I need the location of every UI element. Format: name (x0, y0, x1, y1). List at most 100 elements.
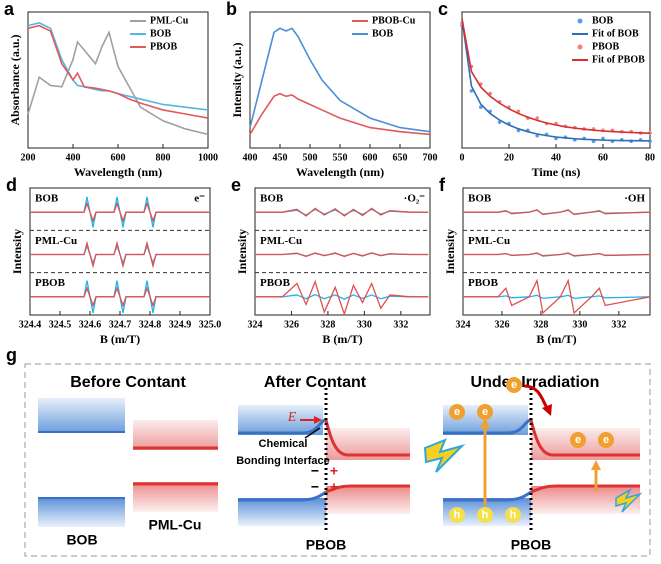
y-axis-title: Absorbance (a.u.) (8, 34, 22, 125)
x-tick-label: 326 (494, 319, 509, 330)
panel-label: b (226, 0, 237, 19)
y-axis-title: Intensity (10, 229, 24, 274)
field-label: E (287, 410, 297, 425)
x-tick-label: 60 (598, 152, 608, 163)
electron (449, 404, 465, 420)
x-tick-label: 330 (572, 319, 587, 330)
y-axis-title: Intensity (443, 229, 457, 274)
electron-label: e (575, 434, 581, 446)
spectrum (255, 293, 429, 300)
x-tick-label: 326 (284, 319, 299, 330)
arrow-head (480, 418, 490, 428)
trace-label: BOB (35, 193, 59, 205)
light-bolt (615, 488, 643, 513)
chart: c 0 20 40 60 80 Time (ns) BOB Fit of BOB PBOB Fit … (438, 0, 655, 179)
spectrum (463, 278, 651, 315)
electron (477, 404, 493, 420)
electron-label: e (603, 434, 609, 446)
charge: + (330, 479, 338, 495)
interface-label: Chemical (259, 438, 308, 450)
y-axis-title: Intensity (235, 229, 249, 274)
hole-label: h (510, 509, 517, 521)
x-tick-label: 40 (551, 152, 561, 163)
x-axis-title: Time (ns) (532, 165, 581, 179)
legend-label: BOB (592, 15, 613, 26)
x-tick-label: 328 (320, 319, 335, 330)
spectrum (30, 201, 210, 223)
series-line (249, 27, 431, 133)
series-line (249, 92, 431, 136)
panel-label: a (4, 0, 15, 19)
spectrum (463, 294, 651, 300)
band (326, 486, 410, 514)
band-edge (530, 484, 640, 494)
x-tick-label: 80 (645, 152, 655, 163)
x-tick-label: 324.7 (109, 319, 132, 330)
x-tick-label: 200 (21, 152, 36, 163)
point (479, 105, 483, 109)
x-tick-label: 600 (363, 152, 378, 163)
hole (449, 507, 465, 523)
x-tick-label: 600 (111, 152, 126, 163)
band (133, 420, 218, 450)
interface-label: Bonding Interface (236, 455, 330, 467)
x-tick-label: 324.4 (19, 319, 42, 330)
x-tick-label: 700 (423, 152, 438, 163)
series-line (27, 30, 209, 136)
arrow-head (542, 404, 552, 416)
light-bolt (423, 438, 466, 473)
section-title: Before Contant (70, 374, 186, 391)
arrow-head (591, 460, 601, 470)
legend-label: PBOB-Cu (372, 15, 416, 26)
legend-label: Fit of PBOB (592, 54, 645, 65)
series-line (27, 22, 209, 111)
panel-label: e (231, 175, 241, 195)
annotation: ·O₂⁻ (404, 193, 426, 205)
point (469, 89, 474, 93)
series-line (461, 18, 650, 142)
trace-label: BOB (260, 193, 284, 205)
x-axis-title: B (m/T) (536, 332, 576, 346)
spectrum (255, 252, 429, 258)
electron (570, 432, 586, 448)
trace-label: PBOB (468, 277, 499, 289)
x-tick-label: 324.6 (79, 319, 102, 330)
material-label: PML-Cu (149, 517, 202, 533)
trace-label: PML-Cu (260, 235, 302, 247)
band-edge (238, 490, 327, 502)
x-tick-label: 324.9 (169, 319, 192, 330)
x-axis-title: B (m/T) (322, 332, 362, 346)
x-tick-label: 324 (248, 319, 263, 330)
point (535, 116, 539, 120)
panel-label: d (6, 175, 17, 195)
panel-label: c (438, 0, 448, 19)
charge: − (311, 463, 319, 479)
annotation: e⁻ (194, 193, 205, 205)
electron (598, 432, 614, 448)
hole (477, 507, 493, 523)
holes: h h h (449, 507, 521, 523)
frame (24, 363, 651, 557)
spectrum (255, 207, 429, 217)
legend-swatch (577, 18, 583, 24)
x-tick-label: 325.0 (199, 319, 222, 330)
legend-label: PML-Cu (150, 15, 189, 26)
chart: d 324.4 324.5 324.6 324.7 324.8 324.9 325.0 B (m… (6, 175, 221, 346)
x-tick-label: 650 (393, 152, 408, 163)
x-axis-title: B (m/T) (100, 332, 140, 346)
diagram: g Before Contant After Contant Under Irr… (6, 345, 651, 557)
electron (506, 377, 522, 393)
legend-label: PBOB (592, 41, 620, 52)
electron-label: e (511, 379, 517, 391)
spectrum (463, 252, 651, 257)
band-edge (443, 490, 532, 502)
hole-label: h (482, 509, 489, 521)
plot-frame (462, 187, 651, 316)
x-tick-label: 450 (273, 152, 288, 163)
x-tick-label: 332 (393, 319, 408, 330)
chart: a 200 400 600 800 1000 Wavelength (nm) Absorban… (4, 0, 218, 179)
band-edge (529, 419, 640, 457)
x-axis-title: Wavelength (nm) (74, 165, 162, 179)
arrow-head (314, 416, 322, 424)
